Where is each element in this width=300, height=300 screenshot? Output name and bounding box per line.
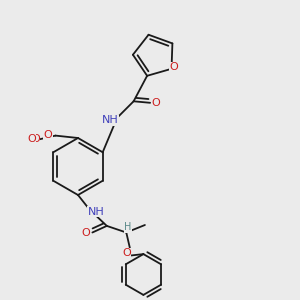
Text: O: O — [151, 98, 160, 108]
Text: O: O — [122, 248, 131, 259]
Text: H: H — [124, 222, 131, 232]
Text: O: O — [44, 130, 52, 140]
Text: O: O — [81, 228, 90, 238]
Text: O: O — [169, 62, 178, 72]
Text: NH: NH — [102, 115, 119, 125]
Text: O: O — [31, 134, 40, 144]
Text: O: O — [27, 134, 36, 144]
Text: NH: NH — [88, 207, 104, 217]
